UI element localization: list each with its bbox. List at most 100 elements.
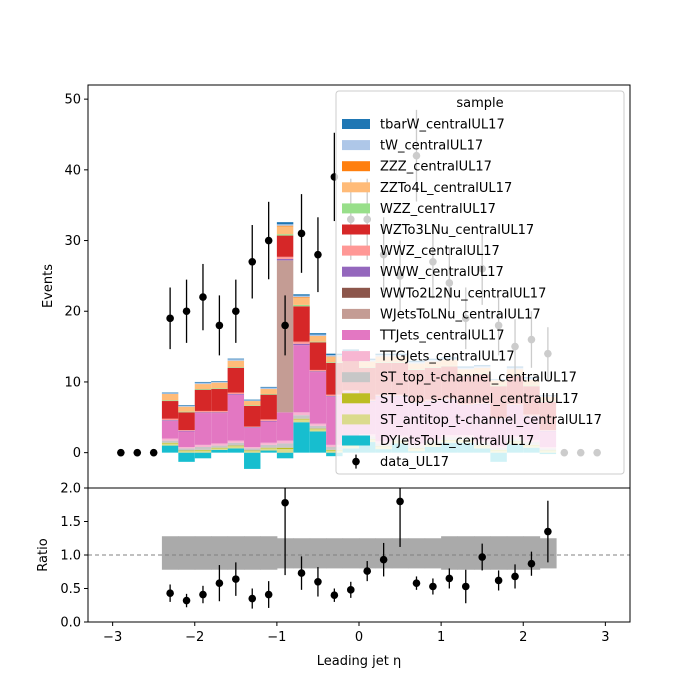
ratio-point <box>429 582 437 591</box>
legend-label: WZTo3LNu_centralUL17 <box>380 223 534 238</box>
bar-wzz-centralul17 <box>260 393 277 395</box>
bar-wwz-centralul17 <box>244 426 261 428</box>
data-point <box>133 448 142 457</box>
band-segment <box>161 536 179 570</box>
ratio-point <box>182 596 191 605</box>
bar-ttgjets-centralul17 <box>276 440 294 444</box>
bar-ttjets-centralul17 <box>276 412 294 441</box>
bar-st-top-t-channel-centralul17 <box>260 444 277 448</box>
y-tick-label: 10 <box>64 375 81 390</box>
bar-www-centralul17 <box>227 393 245 395</box>
bar-st-top-t-channel-centralul17 <box>293 415 310 419</box>
data-point <box>199 293 207 301</box>
bar-ttjets-centralul17 <box>244 427 261 447</box>
y-tick-label: 0.0 <box>60 616 81 631</box>
bar-st-top-s-channel-centralul17 <box>178 450 195 452</box>
legend-swatch <box>342 245 370 256</box>
ratio-y-axis: 0.0 0.5 1.0 1.5 2.0 <box>60 482 88 631</box>
legend-swatch <box>342 372 370 383</box>
legend-swatch <box>342 330 370 340</box>
bar-tbarw-centralul17 <box>309 333 327 335</box>
ratio-point <box>297 569 306 577</box>
bar-st-top-t-channel-centralul17 <box>276 443 294 448</box>
bar-tw-centralul17 <box>211 381 228 383</box>
band-segment <box>506 536 524 570</box>
legend-label: WWTo2L2Nu_centralUL17 <box>380 286 546 301</box>
bar-dyjetstoll-centralul17 <box>178 452 195 462</box>
bar-st-top-s-channel-centralul17 <box>309 428 327 430</box>
bar-st-top-s-channel-centralul17 <box>227 445 245 447</box>
legend-swatch <box>342 414 370 425</box>
bar-st-top-s-channel-centralul17 <box>211 447 228 449</box>
y-tick-label: 0.5 <box>60 582 81 597</box>
bar-www-centralul17 <box>276 258 294 261</box>
bar-zzto4l-centralul17 <box>161 393 179 401</box>
ratio-point <box>379 555 388 564</box>
bar-st-top-t-channel-centralul17 <box>178 448 195 451</box>
bar-wzto3lnu-centralul17 <box>211 389 228 411</box>
bar-wzz-centralul17 <box>244 405 261 406</box>
legend-title: sample <box>456 96 503 111</box>
bar-tw-centralul17 <box>161 393 179 394</box>
bar-zzto4l-centralul17 <box>194 384 212 390</box>
bar-www-centralul17 <box>260 420 277 422</box>
bar-dyjetstoll-centralul17 <box>309 431 327 453</box>
legend-label: WZZ_centralUL17 <box>380 202 496 217</box>
ratio-point <box>199 590 207 599</box>
bar-zzto4l-centralul17 <box>276 226 294 235</box>
bar-tbarw-centralul17 <box>276 222 294 225</box>
x-tick-label: 1 <box>437 630 445 645</box>
legend-swatch <box>342 224 370 235</box>
bar-ttgjets-centralul17 <box>293 412 310 416</box>
bar-ttjets-centralul17 <box>260 421 277 443</box>
ratio-point <box>281 498 289 507</box>
bar-www-centralul17 <box>178 430 195 432</box>
y-tick-label: 50 <box>64 93 81 108</box>
bar-st-antitop-t-channel-centralul17 <box>227 446 245 449</box>
bar-tbarw-centralul17 <box>161 392 179 394</box>
legend-swatch <box>342 308 370 319</box>
legend-swatch <box>342 287 370 298</box>
bar-st-top-t-channel-centralul17 <box>326 446 343 450</box>
bar-ttjets-centralul17 <box>178 431 195 447</box>
legend-swatch <box>342 393 370 404</box>
legend-swatch <box>342 140 370 151</box>
legend: sample tbarW_centralUL17 tW_centralUL17 ZZZ… <box>335 90 625 475</box>
bar-ttgjets-centralul17 <box>326 444 343 447</box>
ratio-point <box>264 590 273 599</box>
band-segment <box>490 536 508 570</box>
data-point <box>166 314 174 323</box>
bar-www-centralul17 <box>161 420 179 421</box>
data-point <box>232 307 240 316</box>
bar-ttjets-centralul17 <box>227 394 245 441</box>
bar-wwz-centralul17 <box>326 394 343 397</box>
bar-tw-centralul17 <box>227 359 245 361</box>
ratio-point <box>314 578 322 586</box>
bar-wzto3lnu-centralul17 <box>161 401 179 419</box>
bar-zzz-centralul17 <box>293 297 310 298</box>
bar-wzz-centralul17 <box>161 400 179 402</box>
bar-tw-centralul17 <box>293 295 310 298</box>
y-tick-label: 0 <box>73 446 81 461</box>
bar-ttgjets-centralul17 <box>161 438 179 441</box>
ratio-point <box>346 586 355 594</box>
bar-wwz-centralul17 <box>260 419 277 421</box>
ratio-point <box>166 589 174 597</box>
x-tick-label: 2 <box>519 630 527 645</box>
bar-ttjets-centralul17 <box>309 372 327 424</box>
bar-www-centralul17 <box>326 396 343 397</box>
bar-wwz-centralul17 <box>194 410 212 413</box>
bar-zzto4l-centralul17 <box>227 360 245 368</box>
ratio-point <box>248 594 257 603</box>
legend-label: WWW_centralUL17 <box>380 265 504 280</box>
bar-st-antitop-t-channel-centralul17 <box>309 429 327 432</box>
bar-st-antitop-t-channel-centralul17 <box>276 449 294 453</box>
y-tick-label: 2.0 <box>60 482 81 497</box>
bar-wzto3lnu-centralul17 <box>309 342 327 370</box>
bar-wwz-centralul17 <box>276 256 294 259</box>
ratio-y-axis-label: Ratio <box>36 538 51 571</box>
bar-wzz-centralul17 <box>276 234 294 236</box>
bar-ttgjets-centralul17 <box>260 442 277 445</box>
legend-label: data_UL17 <box>380 455 449 470</box>
